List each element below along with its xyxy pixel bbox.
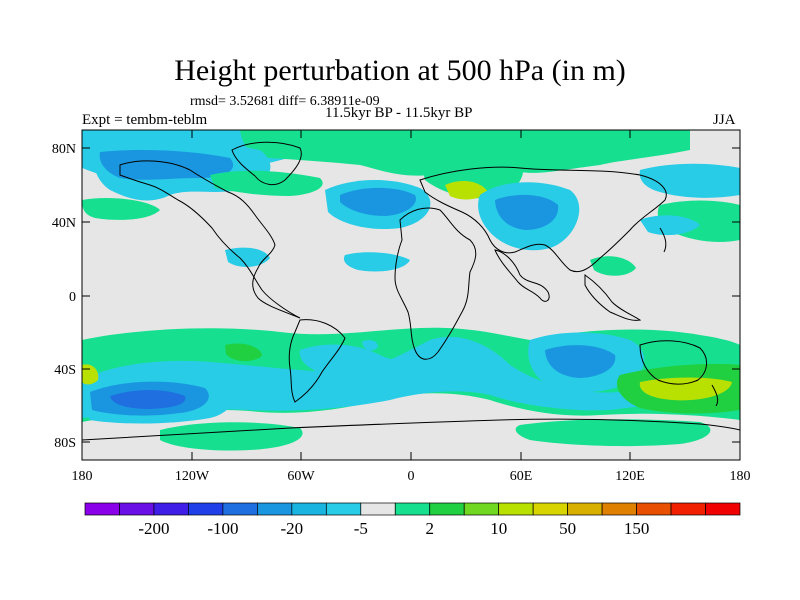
contour-asia-midblue (495, 194, 559, 230)
contour-midatl-blue (343, 252, 410, 272)
colorbar-box-6 (291, 502, 327, 516)
contour-satl-blue-small (362, 339, 378, 351)
contour-na-blue (225, 247, 270, 267)
map-title: Height perturbation at 500 hPa (in m) (174, 54, 626, 87)
x-tick-label-180w: 180 (72, 469, 93, 484)
colorbar-box-12 (498, 502, 534, 516)
colorbar-box-15 (601, 502, 637, 516)
coast-antarctica (82, 418, 740, 441)
coast-australia (639, 340, 707, 385)
contour-sea-green (590, 256, 636, 276)
contour-antarctic-green-east (515, 419, 711, 447)
coast-europe-africa (394, 207, 477, 360)
coast-new-zealand (711, 384, 719, 407)
colorbar-label-0: -200 (138, 519, 169, 538)
coast-japan (659, 227, 667, 253)
y-tick-label-40s: 40S (54, 363, 76, 378)
colorbar-label-4: 2 (425, 519, 434, 538)
x-tick-marks (81, 130, 741, 460)
colorbar-box-0 (84, 502, 120, 516)
coast-arabia-india (494, 249, 550, 302)
contour-australia-yellow (639, 377, 732, 401)
colorbar-box-16 (636, 502, 672, 516)
colorbar-box-14 (567, 502, 603, 516)
colorbar-label-5: 10 (490, 519, 507, 538)
contour-fields (82, 130, 740, 451)
y-tick-marks (82, 147, 740, 443)
colorbar-box-18 (705, 502, 741, 516)
colorbar-box-10 (429, 502, 465, 516)
colorbar-box-2 (153, 502, 189, 516)
contour-npac-blue (640, 215, 700, 236)
coastlines (82, 141, 740, 441)
x-tick-label-0: 0 (408, 469, 415, 484)
y-tick-label-80n: 80N (52, 142, 76, 157)
season-label: JJA (713, 112, 736, 128)
y-tick-label-80s: 80S (54, 436, 76, 451)
y-tick-label-0: 0 (69, 290, 76, 305)
contour-sepac-green (225, 343, 262, 362)
colorbar-box-5 (257, 502, 293, 516)
coast-north-america (119, 160, 301, 319)
y-tick-label-40n: 40N (52, 216, 76, 231)
contour-greenland-midblue (99, 150, 234, 180)
colorbar-box-3 (188, 502, 224, 516)
colorbar-box-11 (463, 502, 500, 516)
contour-spac-deepblue (110, 390, 186, 409)
coast-south-america (288, 319, 346, 403)
x-tick-label-60e: 60E (510, 469, 533, 484)
contour-south-atl-blue (299, 340, 470, 393)
x-tick-label-180e: 180 (730, 469, 751, 484)
colorbar-box-13 (532, 502, 568, 516)
colorbar-box-9 (394, 502, 431, 516)
colorbar-label-1: -100 (207, 519, 238, 538)
contour-nw-green (82, 198, 160, 220)
colorbar-box-7 (325, 502, 362, 516)
colorbar-box-17 (670, 502, 706, 516)
x-tick-label-120w: 120W (175, 469, 210, 484)
colorbar-label-3: -5 (354, 519, 368, 538)
x-tick-label-120e: 120E (615, 469, 645, 484)
contour-indian-midblue (545, 345, 616, 378)
contour-eurasia-yellow (445, 180, 488, 200)
colorbar-label-6: 50 (559, 519, 576, 538)
contour-atlantic-midblue (340, 187, 416, 216)
experiment-label: Expt = tembm-teblm (82, 112, 208, 128)
colorbar-box-1 (119, 502, 155, 516)
period-label: 11.5kyr BP - 11.5kyr BP (325, 105, 473, 121)
colorbar (84, 502, 741, 516)
x-tick-label-60w: 60W (287, 469, 315, 484)
colorbar-box-8 (360, 502, 396, 516)
coast-eurasia-north (419, 166, 667, 273)
coast-greenland (231, 141, 302, 186)
colorbar-box-4 (222, 502, 258, 516)
colorbar-label-7: 150 (624, 519, 650, 538)
colorbar-label-2: -20 (280, 519, 303, 538)
stats-label: rmsd= 3.52681 diff= 6.38911e-09 (190, 94, 380, 109)
coast-se-asia (584, 274, 642, 321)
